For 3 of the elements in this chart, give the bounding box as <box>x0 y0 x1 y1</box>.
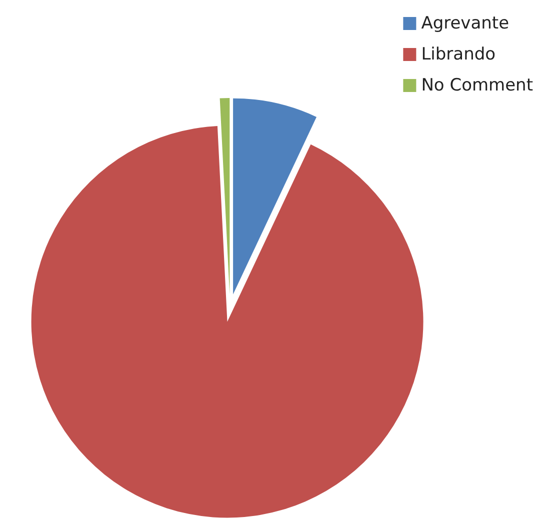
legend-label: No Comment <box>421 76 534 96</box>
legend-label: Librando <box>421 44 496 64</box>
legend-label: Agrevante <box>421 14 510 34</box>
